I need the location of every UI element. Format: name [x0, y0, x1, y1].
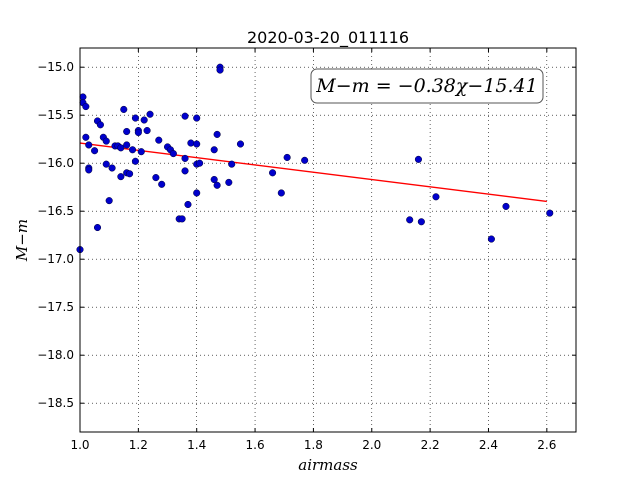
data-point	[123, 127, 131, 136]
data-point	[210, 146, 218, 154]
y-tick-label: −15.0	[37, 60, 74, 74]
data-point	[417, 218, 425, 226]
data-point	[96, 121, 104, 129]
x-tick-label: 1.4	[187, 438, 206, 452]
data-point	[126, 170, 134, 178]
x-tick-label: 1.6	[246, 438, 265, 452]
data-point	[82, 133, 90, 141]
data-point	[178, 215, 186, 223]
data-point	[143, 127, 151, 135]
data-point	[152, 174, 160, 182]
data-point	[82, 103, 90, 111]
data-point	[269, 169, 277, 177]
x-tick-label: 1.0	[70, 438, 89, 452]
data-point	[117, 173, 125, 181]
data-point	[502, 202, 510, 210]
data-point	[120, 105, 128, 113]
data-point	[210, 175, 218, 184]
y-tick-label: −16.0	[37, 156, 74, 170]
fit-line	[79, 142, 547, 203]
grid-lines	[79, 48, 576, 432]
data-point	[117, 144, 125, 152]
x-tick-label: 2.0	[362, 438, 381, 452]
data-point	[414, 155, 422, 163]
data-point	[140, 116, 148, 124]
y-tick-label: −18.0	[37, 348, 74, 362]
x-axis-label: airmass	[298, 456, 358, 474]
data-point	[546, 209, 554, 217]
x-tick-labels: 1.0 1.2 1.4 1.6 1.8 2.0 2.2 2.4 2.6	[70, 438, 556, 452]
data-point	[131, 157, 139, 165]
data-point	[181, 112, 189, 120]
data-point	[213, 181, 221, 189]
data-point	[184, 200, 192, 209]
data-point	[283, 153, 291, 161]
data-point	[196, 159, 204, 167]
plot-frame	[79, 47, 577, 433]
axis-ticks	[79, 48, 576, 432]
x-tick-label: 2.4	[479, 438, 498, 452]
fit-equation: M−m = −0.38χ−15.41	[315, 75, 537, 97]
x-tick-label: 2.6	[537, 438, 556, 452]
data-point	[187, 139, 195, 147]
data-point	[225, 178, 233, 186]
data-point	[108, 164, 116, 172]
data-point	[123, 141, 131, 149]
x-tick-label: 1.8	[304, 438, 323, 452]
data-point	[193, 140, 201, 148]
y-tick-label: −17.5	[37, 300, 74, 314]
data-point	[193, 189, 201, 197]
chart-title: 2020-03-20_011116	[247, 28, 409, 48]
data-point	[91, 147, 99, 155]
data-point	[131, 114, 139, 122]
data-point	[193, 114, 201, 122]
data-point	[181, 167, 189, 175]
data-point	[277, 189, 285, 197]
data-point	[236, 140, 245, 148]
data-point	[487, 235, 495, 243]
data-point	[301, 156, 309, 164]
data-point	[228, 160, 236, 168]
x-tick-label: 1.2	[129, 438, 148, 452]
data-point	[93, 223, 102, 232]
y-tick-label: −18.5	[37, 396, 74, 410]
data-point	[134, 128, 142, 137]
data-point	[85, 141, 93, 149]
data-point	[102, 137, 110, 145]
data-point	[169, 150, 177, 158]
y-tick-label: −15.5	[37, 108, 74, 122]
data-point	[158, 180, 166, 188]
data-point	[406, 216, 414, 224]
data-point	[181, 154, 189, 162]
data-point	[137, 148, 145, 156]
data-point	[216, 66, 224, 74]
data-point	[102, 160, 110, 168]
data-point	[128, 146, 137, 154]
y-tick-label: −17.0	[37, 252, 74, 266]
data-point	[213, 130, 221, 138]
x-tick-label: 2.2	[421, 438, 440, 452]
y-tick-label: −16.5	[37, 204, 74, 218]
y-tick-labels: −15.0 −15.5 −16.0 −16.5 −17.0 −17.5 −18.0 −18.5	[37, 60, 74, 410]
data-point	[85, 166, 93, 174]
data-point	[146, 110, 154, 118]
data-point	[155, 136, 163, 144]
data-points	[76, 63, 554, 254]
data-point	[105, 197, 113, 205]
y-axis-label: M−m	[13, 219, 31, 262]
fit-equation-box: M−m = −0.38χ−15.41	[310, 68, 544, 104]
data-point	[432, 193, 440, 201]
